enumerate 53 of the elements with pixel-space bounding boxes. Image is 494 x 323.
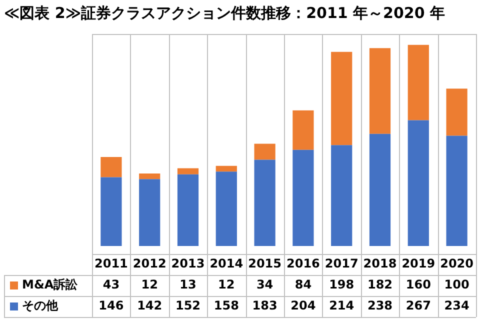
data-label: 158 <box>214 298 239 313</box>
data-label: 43 <box>102 278 120 292</box>
x-tick-label: 2013 <box>171 256 205 271</box>
data-label: 182 <box>367 278 393 292</box>
data-label: 13 <box>180 278 196 292</box>
bar <box>177 174 199 246</box>
data-label: 204 <box>290 298 316 313</box>
data-label: 160 <box>406 278 431 292</box>
bar <box>331 52 352 146</box>
data-label: 142 <box>137 298 162 313</box>
x-tick-label: 2015 <box>248 256 282 271</box>
data-label: 234 <box>444 298 470 313</box>
data-label: 12 <box>218 278 235 292</box>
x-tick-label: 2012 <box>132 256 166 271</box>
bar <box>216 166 237 172</box>
data-label: 100 <box>444 278 470 292</box>
data-label: 152 <box>175 298 201 313</box>
bar <box>254 160 276 246</box>
bar <box>139 179 160 246</box>
data-label: 198 <box>329 278 354 292</box>
bar <box>216 172 237 246</box>
x-tick-label: 2018 <box>363 256 397 271</box>
bar <box>292 150 314 246</box>
bar <box>100 177 122 246</box>
bar <box>408 44 429 120</box>
bar <box>446 88 468 136</box>
bar <box>331 145 352 246</box>
bar <box>408 120 429 246</box>
data-label: 267 <box>406 298 431 313</box>
x-tick-label: 2014 <box>210 256 244 271</box>
bar <box>292 110 314 150</box>
legend-label: その他 <box>22 298 59 313</box>
data-label: 183 <box>252 298 278 313</box>
bar <box>369 134 391 246</box>
bar <box>100 156 122 178</box>
chart-title: ≪図表 2≫証券クラスアクション件数推移：2011 年～2020 年 <box>3 3 446 24</box>
bar <box>369 48 391 134</box>
data-label: 84 <box>294 278 312 292</box>
data-label: 12 <box>141 278 158 292</box>
x-tick-label: 2011 <box>94 256 128 271</box>
data-label: 238 <box>367 298 393 313</box>
x-tick-label: 2016 <box>286 256 320 271</box>
legend-label: M&A訴訟 <box>22 278 79 292</box>
data-label: 146 <box>98 298 124 313</box>
data-label: 34 <box>256 278 274 292</box>
data-label: 214 <box>329 298 354 313</box>
bar <box>139 173 160 180</box>
x-tick-label: 2017 <box>324 256 358 271</box>
bar <box>446 136 468 246</box>
bar <box>254 144 276 160</box>
x-tick-label: 2019 <box>402 256 436 271</box>
bar <box>177 168 199 174</box>
x-tick-label: 2020 <box>440 256 474 271</box>
